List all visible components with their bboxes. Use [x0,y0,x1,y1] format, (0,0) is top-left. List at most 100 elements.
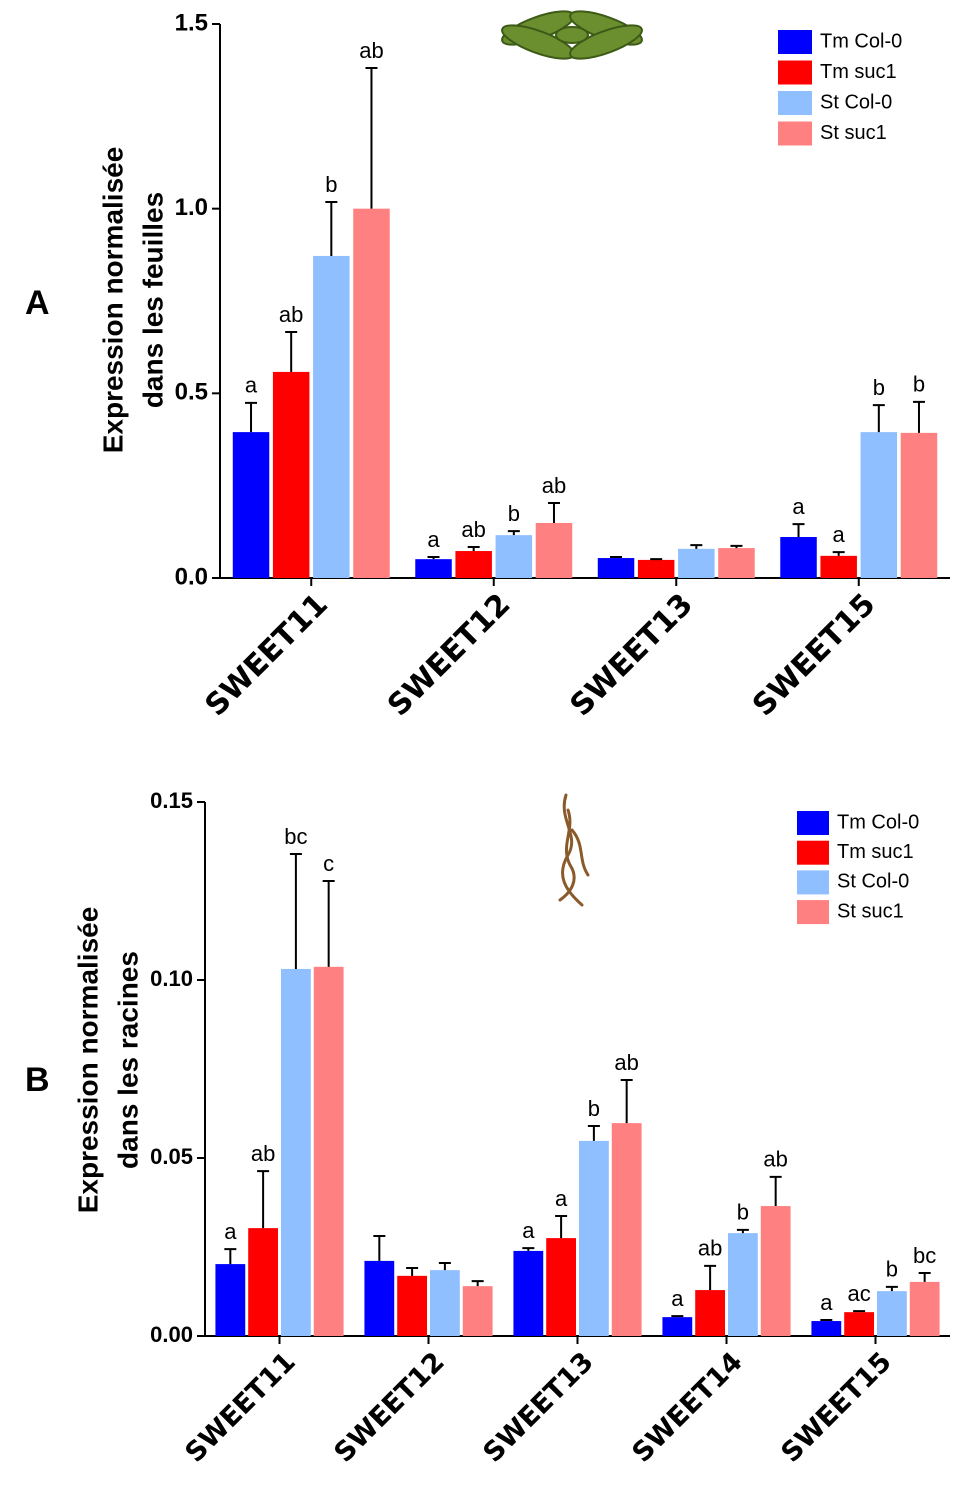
legend-label: St suc1 [837,900,904,922]
bar [820,555,857,578]
error-bar [427,555,440,560]
bar [578,1140,609,1336]
bar [860,432,898,578]
error-bar [792,523,805,538]
y-tick-label: 0.15 [150,788,193,813]
bar [397,1275,428,1336]
error-bar [769,1175,782,1207]
significance-letter: a [792,494,805,519]
bar [876,1291,907,1336]
x-tick-label: SWEET12 [381,587,517,723]
legend-swatch [797,900,829,925]
error-bar [507,530,520,536]
x-tick-label: SWEET12 [328,1346,450,1468]
error-bar [289,852,302,969]
bar [272,371,310,578]
significance-letter: b [508,501,520,526]
error-bar [471,1280,484,1287]
bar [695,1290,726,1336]
bar [415,559,452,578]
x-tick-label: SWEET15 [775,1346,897,1468]
y-axis-label: dans les racines [112,951,143,1169]
significance-letter: ab [251,1141,275,1166]
x-tick-label: SWEET13 [564,587,700,723]
y-tick-label: 0.10 [150,966,193,991]
error-bar [406,1267,419,1276]
error-bar [671,1315,684,1318]
bar [611,1123,642,1336]
x-tick-label: SWEET11 [179,1346,301,1468]
legend-label: St Col-0 [837,871,909,893]
error-bar [736,1228,749,1234]
bar [455,551,492,578]
significance-letter: a [833,522,846,547]
y-tick-label: 0.05 [150,1144,193,1169]
legend-swatch [778,30,812,54]
error-bar [438,1262,451,1271]
error-bar [690,544,703,549]
bar [353,208,390,578]
significance-letter: b [913,372,925,397]
legend-label: Tm suc1 [820,61,897,83]
significance-letter: a [224,1219,237,1244]
significance-letter: ab [614,1050,638,1075]
bar [760,1206,791,1336]
significance-letter: a [427,527,440,552]
error-bar [224,1248,237,1265]
significance-letter: ab [279,302,303,327]
panel-label: A [25,284,50,322]
bar [280,968,311,1336]
error-bar [832,551,845,556]
error-bar [912,400,925,433]
error-bar [704,1264,717,1291]
error-bar [285,331,298,372]
y-axis-label: dans les feuilles [137,192,168,408]
error-bar [365,66,378,209]
significance-letter: c [323,851,334,876]
x-tick-label: SWEET14 [626,1346,748,1468]
legend-label: St suc1 [820,122,887,144]
bar [462,1286,493,1336]
bar [780,537,817,578]
significance-letter: b [588,1096,600,1121]
y-axis-label: Expression normalisée [72,907,103,1214]
bar [313,255,350,578]
error-bar [620,1079,633,1124]
significance-letter: a [671,1286,684,1311]
bar [364,1260,395,1336]
bar [495,535,533,578]
bar [662,1317,693,1336]
bar [597,558,635,578]
bar [844,1312,875,1336]
significance-letter: ab [763,1147,787,1172]
error-bar [587,1124,600,1141]
significance-letter: b [737,1200,749,1225]
x-tick-label: SWEET11 [199,587,335,723]
bar [429,1270,460,1336]
y-axis-label: Expression normalisée [97,147,128,454]
bar [909,1281,940,1336]
error-bar [467,545,480,552]
significance-letter: b [886,1257,898,1282]
error-bar [522,1247,535,1251]
bar [546,1238,577,1336]
bar [248,1228,279,1336]
root-icon [558,793,590,907]
y-tick-label: 1.5 [175,9,208,36]
leaf-icon [501,10,643,60]
error-bar [325,201,338,256]
error-bar [373,1234,386,1261]
bar [678,548,715,578]
error-bar [730,544,743,549]
legend-swatch [797,840,829,865]
legend-label: Tm suc1 [837,841,914,863]
error-bar [872,404,885,433]
bar [727,1233,758,1336]
error-bar [918,1271,931,1282]
error-bar [257,1170,270,1229]
error-bar [820,1318,833,1322]
error-bar [650,558,663,561]
significance-letter: ab [461,517,485,542]
bar [215,1264,246,1336]
